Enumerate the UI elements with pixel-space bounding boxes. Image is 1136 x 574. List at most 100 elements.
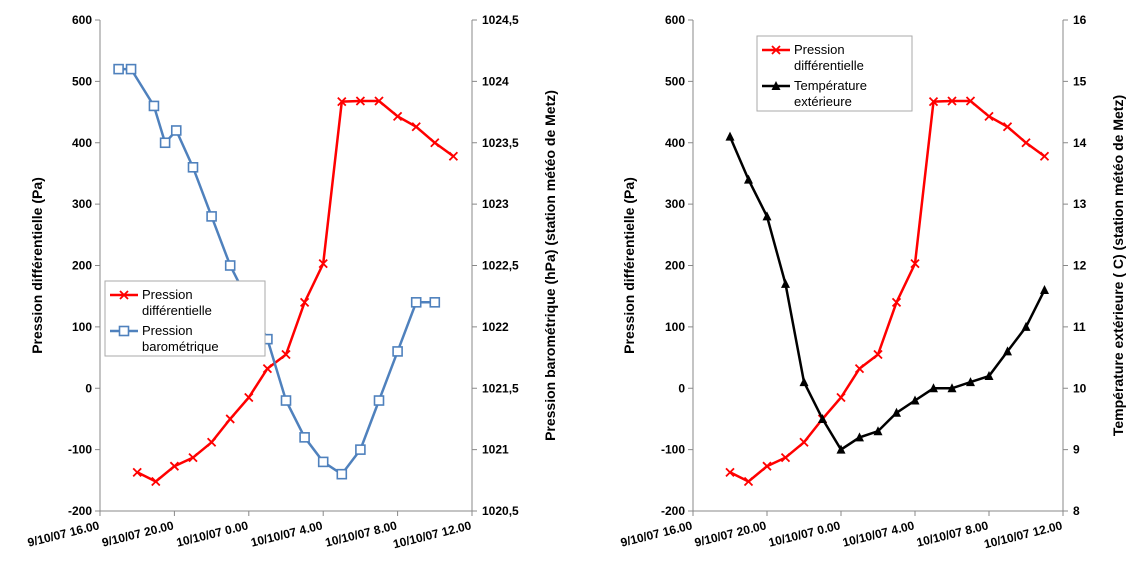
data-point-0	[743, 476, 754, 487]
series-line-1	[728, 136, 1046, 452]
data-point-1	[429, 297, 441, 308]
legend-box	[104, 280, 266, 357]
data-point-0	[337, 96, 347, 107]
series-line-1	[118, 67, 435, 476]
left-y-tick-label: -100	[661, 443, 685, 457]
data-point-1	[799, 377, 809, 387]
data-point-1	[1003, 346, 1012, 356]
right-y-tick-label: 1020,5	[482, 504, 519, 518]
data-point-1	[224, 260, 236, 271]
right-y-axis-title: Pression barométrique (hPa) (station mét…	[542, 90, 558, 441]
right-y-tick-label: 1023	[482, 197, 509, 211]
data-point-0	[355, 96, 366, 106]
data-point-1	[929, 383, 938, 393]
x-tick-label: 10/10/07 0.00	[175, 518, 250, 549]
data-point-1	[355, 444, 366, 455]
legend-label: Pression	[142, 287, 193, 302]
data-point-0	[299, 297, 310, 307]
legend-swatch-marker	[771, 81, 781, 90]
x-tick-label: 10/10/07 12.00	[983, 518, 1064, 551]
data-point-1	[299, 432, 310, 443]
data-point-1	[1040, 285, 1049, 295]
x-tick-label: 10/10/07 8.00	[324, 518, 399, 549]
data-point-0	[891, 297, 902, 307]
x-tick-label: 10/10/07 8.00	[915, 518, 990, 549]
data-point-0	[725, 467, 735, 477]
left-y-tick-label: 400	[72, 136, 92, 150]
right-y-tick-label: 14	[1073, 136, 1087, 150]
data-point-1	[781, 278, 790, 288]
left-y-tick-label: -200	[661, 504, 685, 518]
right-y-tick-label: 12	[1073, 259, 1087, 273]
legend-swatch-marker	[118, 325, 130, 337]
data-point-0	[151, 476, 161, 487]
data-point-1	[984, 370, 994, 380]
left-y-tick-label: 0	[678, 381, 685, 395]
right-y-tick-label: 1022	[482, 320, 509, 334]
data-point-0	[1039, 151, 1050, 161]
data-point-0	[374, 96, 384, 106]
legend: PressiondifférentiellePressionbarométriq…	[104, 280, 266, 357]
data-point-1	[336, 468, 348, 480]
data-point-1	[892, 407, 901, 417]
right-y-tick-label: 11	[1073, 320, 1086, 334]
legend-swatch-marker	[119, 290, 129, 300]
right-y-tick-label: 1021	[482, 443, 509, 457]
data-point-1	[818, 413, 827, 423]
left-y-tick-label: 300	[72, 197, 92, 211]
right-y-tick-label: 10	[1073, 381, 1087, 395]
left-y-tick-label: -100	[68, 443, 92, 457]
x-tick-label: 10/10/07 4.00	[249, 518, 324, 549]
data-point-1	[836, 444, 846, 454]
data-point-0	[392, 111, 403, 121]
data-point-0	[854, 363, 865, 374]
left-y-tick-label: 200	[665, 259, 685, 273]
data-point-1	[725, 131, 735, 141]
right-y-tick-label: 9	[1073, 443, 1080, 457]
data-point-0	[836, 392, 846, 403]
data-point-1	[873, 426, 883, 436]
data-point-0	[281, 349, 291, 360]
data-point-0	[1021, 138, 1031, 148]
data-point-0	[928, 96, 939, 107]
left-y-tick-label: 400	[665, 136, 685, 150]
data-point-0	[411, 122, 421, 132]
data-point-0	[169, 461, 180, 471]
legend-label: Pression	[142, 323, 193, 338]
legend-label: Pression	[794, 42, 845, 57]
left-y-tick-label: 500	[72, 74, 92, 88]
data-point-0	[1002, 122, 1013, 132]
left-chart: -200 -100 0 100 200 300 400 500 600 1020,5 1021 102…	[26, 13, 558, 551]
left-y-axis-title: Pression différentielle (Pa)	[621, 177, 637, 354]
data-point-1	[855, 432, 864, 442]
left-y-axis-title: Pression différentielle (Pa)	[29, 177, 45, 354]
legend-label: barométrique	[142, 339, 219, 354]
data-point-0	[188, 452, 198, 463]
legend-label: extérieure	[794, 94, 852, 109]
data-point-0	[984, 111, 994, 121]
data-point-0	[206, 437, 217, 447]
data-point-0	[762, 461, 772, 471]
data-point-1	[966, 377, 975, 387]
data-point-1	[410, 297, 422, 308]
left-y-tick-label: 600	[665, 13, 685, 27]
left-y-tick-label: 300	[665, 197, 685, 211]
data-point-0	[225, 414, 235, 424]
data-point-1	[280, 395, 292, 406]
left-y-tick-label: 100	[72, 320, 92, 334]
data-point-0	[318, 259, 328, 269]
left-y-tick-label: 0	[85, 381, 92, 395]
left-y-tick-label: 100	[665, 320, 685, 334]
data-point-0	[947, 96, 957, 106]
right-chart: -200 -100 0 100 200 300 400 500 600 8 9 10 11 12 13 14 1…	[619, 13, 1126, 551]
data-point-1	[148, 100, 160, 112]
x-tick-label: 10/10/07 12.00	[392, 518, 473, 551]
data-point-1	[373, 395, 385, 406]
data-point-0	[780, 452, 791, 463]
series-line-0	[729, 99, 1046, 483]
data-point-0	[448, 151, 459, 161]
x-tick-label: 9/10/07 16.00	[619, 518, 694, 549]
x-tick-label: 9/10/07 16.00	[26, 518, 101, 549]
right-y-tick-label: 1021,5	[482, 381, 519, 395]
